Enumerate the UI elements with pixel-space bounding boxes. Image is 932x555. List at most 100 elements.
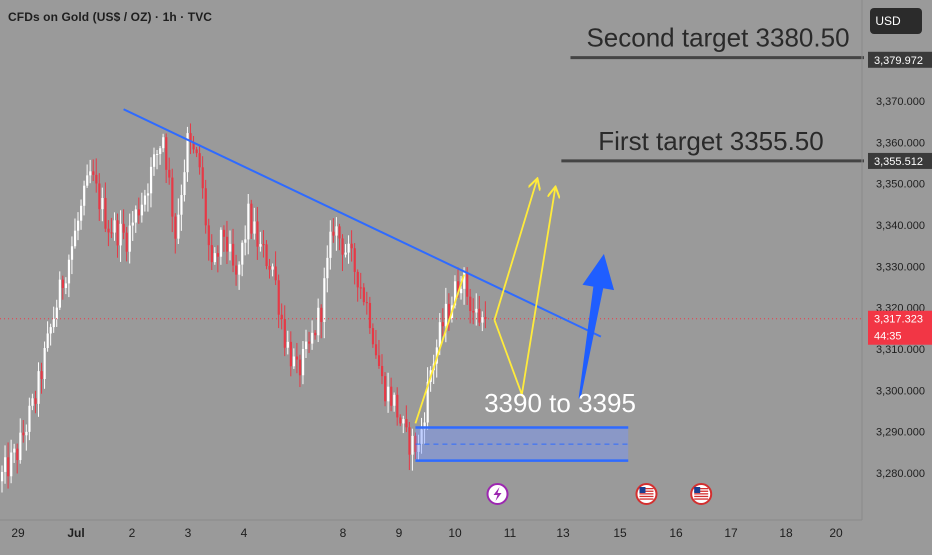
candle-body <box>225 236 229 252</box>
candle-body <box>201 167 204 189</box>
candle-body <box>317 307 320 336</box>
candle-body <box>484 317 487 319</box>
flag-stripe <box>639 488 654 490</box>
candle-body <box>37 371 40 404</box>
descending-trendline[interactable] <box>123 108 602 338</box>
candle-body <box>4 457 7 472</box>
candle-body <box>143 195 147 205</box>
candle-body <box>478 308 481 323</box>
candle-body <box>86 175 89 186</box>
candle-body <box>271 266 274 270</box>
candle-body <box>338 226 341 239</box>
projection-path[interactable] <box>414 274 465 424</box>
candle-body <box>156 153 159 155</box>
price-tick-label: 3,350.000 <box>876 179 925 191</box>
candle-body <box>341 238 344 255</box>
time-tick-label: 4 <box>241 526 248 540</box>
candle-body <box>426 381 429 423</box>
candle-body <box>238 264 241 275</box>
candle-body <box>335 226 338 236</box>
candle-body <box>122 223 125 233</box>
current-price-badge <box>868 310 932 345</box>
candle-body <box>305 341 308 349</box>
candle-body <box>70 246 74 260</box>
candle-body <box>134 209 137 223</box>
time-tick-label: 29 <box>11 526 25 540</box>
flag-stripe <box>639 490 654 492</box>
demand-zone[interactable] <box>415 427 629 461</box>
candle-body <box>286 341 289 348</box>
first-target-label: First target 3355.50 <box>598 126 823 156</box>
candle-body <box>58 279 61 308</box>
candle-body <box>92 171 95 175</box>
price-tick-label: 3,310.000 <box>876 344 925 356</box>
candle-body <box>101 197 104 210</box>
candle-body <box>1 471 4 482</box>
candle-body <box>64 283 68 288</box>
first-target-badge <box>868 152 932 169</box>
candle-body <box>323 278 326 323</box>
candle-body <box>165 137 168 170</box>
candle-body <box>420 429 423 444</box>
candle-body <box>89 171 92 176</box>
candle-body <box>40 371 43 379</box>
candle-body <box>131 222 134 226</box>
projection-path[interactable] <box>493 180 537 321</box>
candle-body <box>107 228 110 233</box>
candle-body <box>356 271 359 288</box>
candle-body <box>280 314 283 320</box>
candle-body <box>438 322 441 348</box>
candle-body <box>292 356 296 367</box>
current-price-badge-text: 3,317.323 <box>874 314 923 326</box>
price-tick-label: 3,370.000 <box>876 96 925 108</box>
time-tick-label: 18 <box>779 526 793 540</box>
candle-body <box>192 141 195 150</box>
candle-body <box>344 252 347 255</box>
candle-body <box>235 265 238 275</box>
projection-path[interactable] <box>493 188 555 398</box>
candle-body <box>457 281 460 294</box>
candle-body <box>153 154 156 167</box>
candle-body <box>402 419 405 424</box>
candle-body <box>180 195 183 215</box>
time-tick-label: 16 <box>669 526 683 540</box>
candle-body <box>481 317 484 323</box>
candle-body <box>447 303 451 319</box>
candle-body <box>19 432 22 461</box>
candle-body <box>52 318 55 328</box>
candle-body <box>353 248 356 272</box>
bullish-arrow[interactable] <box>578 253 615 399</box>
candle-body <box>207 225 210 246</box>
price-tick-label: 3,280.000 <box>876 468 925 480</box>
candle-body <box>320 307 323 323</box>
price-tick-label: 3,340.000 <box>876 220 925 232</box>
candle-body <box>387 386 390 402</box>
time-tick-label: 17 <box>724 526 738 540</box>
time-tick-label: 9 <box>396 526 403 540</box>
candle-body <box>189 133 192 142</box>
currency-button[interactable]: USD <box>870 8 922 34</box>
flag-stripe <box>694 495 709 498</box>
candle-body <box>162 137 165 149</box>
candle-body <box>28 405 31 432</box>
time-tick-label: Jul <box>67 526 84 540</box>
candle-body <box>423 422 426 430</box>
candle-body <box>399 417 402 424</box>
candle-body <box>377 355 381 366</box>
candle-body <box>125 232 128 252</box>
candle-body <box>265 244 268 267</box>
candle-body <box>314 332 317 336</box>
candle-body <box>469 296 472 312</box>
price-tick-label: 3,360.000 <box>876 137 925 149</box>
flag-stripe <box>694 488 709 490</box>
candle-body <box>298 359 302 376</box>
candle-body <box>34 398 37 404</box>
candle-body <box>444 303 448 327</box>
candle-body <box>146 193 150 196</box>
candle-body <box>311 332 314 344</box>
flag-canton <box>639 487 646 493</box>
candle-body <box>174 216 177 239</box>
second-target-label: Second target 3380.50 <box>586 23 849 53</box>
